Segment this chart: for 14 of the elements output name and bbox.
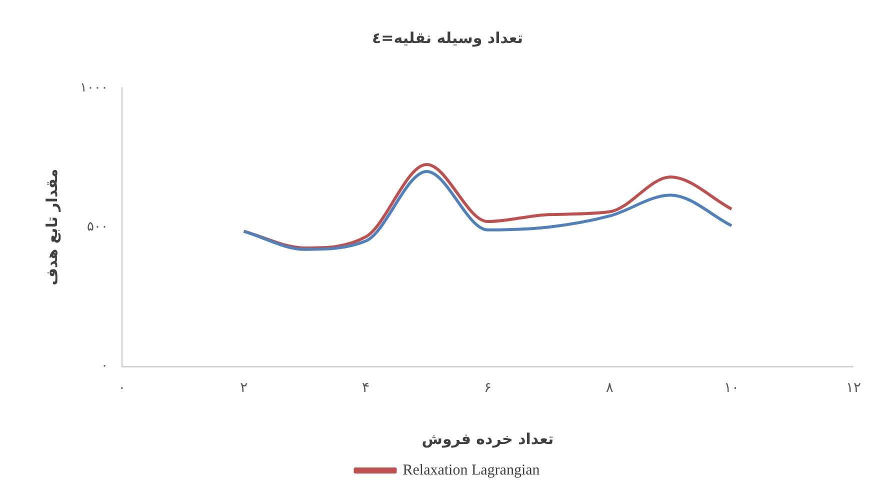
x-tick-label: ۸ xyxy=(606,380,614,396)
x-tick-label: ۶ xyxy=(484,380,492,396)
chart-title: تعداد وسیله نقلیه=٤ xyxy=(372,28,523,47)
x-tick-label: ۱۲ xyxy=(846,380,862,396)
y-tick-label: ۵۰۰ xyxy=(86,219,108,234)
y-tick-label: ۰ xyxy=(100,358,108,374)
x-tick-label: ۲ xyxy=(240,380,248,396)
x-tick-label: ۴ xyxy=(362,380,370,396)
legend-label: Relaxation Lagrangian xyxy=(402,462,540,478)
x-tick-label: ۱۰ xyxy=(724,380,740,396)
y-tick-label: ۱۰۰۰ xyxy=(80,80,108,96)
x-axis-title: تعداد خرده فروش xyxy=(422,430,554,448)
x-tick-label: ۰ xyxy=(118,380,126,396)
y-axis-title: مقدار تابع هدف xyxy=(42,168,61,286)
